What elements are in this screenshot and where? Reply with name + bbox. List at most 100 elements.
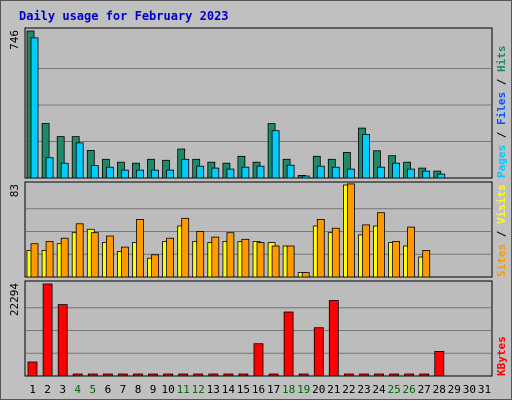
bar-files-day-1 <box>30 37 39 179</box>
bar-kbytes-day-2 <box>42 283 53 377</box>
bar-kbytes-day-6 <box>103 373 113 377</box>
bar-sites-day-19 <box>301 272 310 278</box>
bar-kbytes-day-12 <box>193 373 204 377</box>
bar-sites-day-4 <box>75 223 84 278</box>
bar-files-day-2 <box>45 157 54 179</box>
x-tick-label: 13 <box>207 383 220 396</box>
bar-sites-day-22 <box>346 183 355 278</box>
bar-hits-day-5 <box>86 149 95 179</box>
bar-sites-day-11 <box>181 217 190 278</box>
bar-files-day-5 <box>90 165 99 179</box>
x-tick-label: 24 <box>372 383 386 396</box>
bar-sites-day-24 <box>377 212 385 278</box>
bar-sites-day-20 <box>316 218 325 278</box>
bar-kbytes-day-27 <box>419 373 430 377</box>
bar-kbytes-day-14 <box>223 373 234 377</box>
bar-files-day-25 <box>392 162 401 179</box>
bar-kbytes-day-15 <box>238 373 249 377</box>
bar-sites-day-17 <box>271 245 280 278</box>
bar-kbytes-day-22 <box>343 373 354 377</box>
x-tick-label: 26 <box>402 383 415 396</box>
legend-part: Pages <box>495 145 508 178</box>
bar-kbytes-day-5 <box>87 373 98 377</box>
bar-files-day-12 <box>196 165 205 179</box>
bar-kbytes-day-11 <box>178 373 189 377</box>
x-tick-label: 9 <box>150 383 157 396</box>
bar-hits-day-10 <box>162 159 171 179</box>
bar-kbytes-day-21 <box>328 300 339 377</box>
x-tick-label: 23 <box>357 383 370 396</box>
x-tick-label: 30 <box>463 383 476 396</box>
bar-kbytes-day-26 <box>404 373 415 377</box>
bar-sites-day-15 <box>241 238 250 278</box>
bar-files-day-21 <box>331 166 340 179</box>
bar-hits-day-3 <box>56 136 65 179</box>
x-tick-label: 11 <box>177 383 190 396</box>
legend-part: / <box>495 72 508 92</box>
x-tick-label: 21 <box>327 383 340 396</box>
legend-label-hits: Pages / Files / Hits <box>495 46 508 179</box>
x-tick-label: 18 <box>282 383 295 396</box>
bar-files-day-22 <box>346 168 355 179</box>
bar-files-day-27 <box>422 170 431 179</box>
bar-files-day-7 <box>121 169 129 179</box>
bar-sites-day-25 <box>392 241 401 278</box>
bar-kbytes-day-17 <box>268 373 279 377</box>
x-tick-label: 5 <box>89 383 96 396</box>
x-tick-label: 10 <box>161 383 174 396</box>
max-value-label: 22294 <box>8 283 21 316</box>
x-tick-label: 31 <box>478 383 491 396</box>
bar-hits-day-2 <box>41 123 50 179</box>
bar-kbytes-day-19 <box>298 373 309 377</box>
legend-part: Files <box>495 92 508 125</box>
bar-files-day-9 <box>151 169 159 179</box>
bar-hits-day-22 <box>342 151 351 179</box>
bar-sites-day-12 <box>196 231 205 278</box>
legend-part: / <box>495 224 508 244</box>
bar-files-day-10 <box>166 169 175 179</box>
bar-kbytes-day-16 <box>253 343 264 377</box>
bar-files-day-14 <box>226 168 235 179</box>
bar-sites-day-2 <box>45 241 54 278</box>
bar-kbytes-day-23 <box>359 373 369 377</box>
bar-files-day-16 <box>256 165 265 179</box>
bar-sites-day-21 <box>331 227 340 278</box>
bar-kbytes-day-10 <box>163 373 174 377</box>
legend-part: Visits <box>495 184 508 224</box>
bar-files-day-20 <box>316 165 325 179</box>
bar-kbytes-day-8 <box>133 373 143 377</box>
bar-kbytes-day-1 <box>27 361 38 377</box>
panel-visits: 83 Sites / Visits <box>8 181 508 278</box>
x-tick-label: 29 <box>448 383 461 396</box>
bar-sites-day-3 <box>60 237 69 278</box>
x-tick-labels: 1 2 3 4 5 6 7 8 9 10 11 12 13 14 15 16 17 18 19 20 21 22 23 24 2… <box>29 383 491 396</box>
panel-background <box>24 27 493 179</box>
bar-kbytes-day-7 <box>118 373 128 377</box>
bar-sites-day-23 <box>362 224 370 278</box>
x-tick-label: 7 <box>120 383 127 396</box>
bar-sites-day-6 <box>106 235 114 278</box>
x-tick-label: 15 <box>237 383 250 396</box>
bar-sites-day-5 <box>90 232 99 278</box>
bar-files-day-11 <box>181 158 190 179</box>
bar-sites-day-26 <box>407 226 416 278</box>
bar-kbytes-day-9 <box>148 373 158 377</box>
bar-kbytes-day-18 <box>283 311 294 377</box>
max-value-label: 746 <box>8 30 21 50</box>
x-tick-label: 25 <box>387 383 400 396</box>
bar-files-day-4 <box>75 142 84 179</box>
bar-sites-day-8 <box>136 218 144 278</box>
legend-label-kbytes: KBytes <box>495 336 508 376</box>
bar-kbytes-day-20 <box>313 327 324 377</box>
bar-sites-day-16 <box>256 242 265 278</box>
bar-sites-day-7 <box>121 246 129 278</box>
bar-kbytes-day-13 <box>208 373 219 377</box>
x-tick-label: 17 <box>267 383 280 396</box>
bar-hits-day-24 <box>373 150 381 179</box>
x-tick-label: 16 <box>252 383 265 396</box>
bar-files-day-28 <box>437 173 446 179</box>
x-tick-label: 1 <box>29 383 36 396</box>
legend-part: / <box>495 125 508 145</box>
